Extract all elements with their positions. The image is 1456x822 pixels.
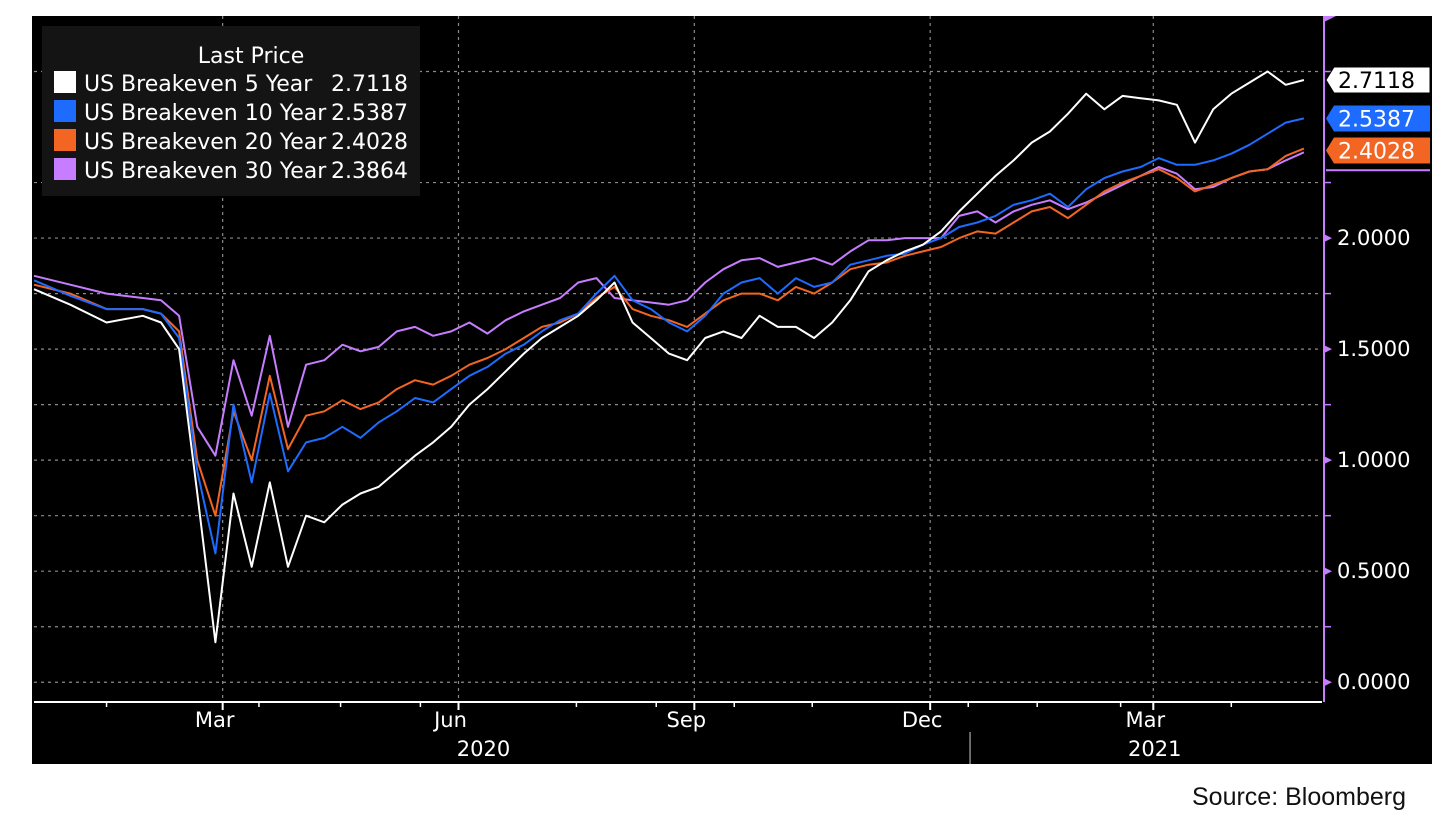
last-price-value: 2.7118 — [1338, 69, 1415, 94]
legend-series-name: US Breakeven 30 Year — [84, 159, 327, 184]
last-price-badge — [1326, 137, 1430, 164]
y-tick-major — [1324, 234, 1332, 243]
series-line-us-breakeven-5-year — [33, 70, 1305, 644]
legend-series-name: US Breakeven 5 Year — [84, 72, 313, 97]
last-price-badge — [1326, 105, 1430, 132]
legend-series-value: 2.4028 — [331, 130, 408, 155]
y-tick-major — [1324, 567, 1332, 576]
last-price-badge — [1325, 66, 1431, 94]
year-label: 2020 — [457, 737, 510, 761]
x-tick-label: Mar — [195, 708, 235, 732]
y-tick-major — [1324, 345, 1332, 354]
legend-series-value: 2.7118 — [331, 72, 408, 97]
series-line-us-breakeven-30-year — [33, 151, 1305, 457]
y-tick-major — [1324, 678, 1332, 687]
y-tick-label: 0.5000 — [1337, 559, 1410, 583]
legend-series-name: US Breakeven 10 Year — [84, 101, 327, 126]
axes: Mar Jun Sep Dec Mar 2020 2021 0.0000 0.5000 1.000… — [34, 16, 1410, 764]
y-tick-label: 1.0000 — [1337, 448, 1410, 472]
last-price-value: 2.4028 — [1338, 139, 1415, 164]
x-tick-label: Jun — [432, 708, 467, 732]
year-label: 2021 — [1128, 737, 1181, 761]
legend-swatch — [54, 71, 76, 93]
y-tick-label: 2.0000 — [1337, 226, 1410, 250]
x-tick-label: Dec — [902, 708, 943, 732]
legend-swatch — [54, 129, 76, 151]
legend-swatch — [54, 100, 76, 122]
source-note: Source: Bloomberg — [1191, 783, 1406, 811]
x-tick-label: Mar — [1125, 708, 1165, 732]
legend-swatch — [54, 158, 76, 180]
x-tick-label: Sep — [667, 708, 707, 732]
series-line-us-breakeven-10-year — [33, 117, 1305, 555]
legend-series-name: US Breakeven 20 Year — [84, 130, 327, 155]
grid — [34, 16, 1322, 700]
y-tick-major — [1324, 456, 1332, 465]
legend-series-value: 2.5387 — [331, 101, 408, 126]
y-tick-label: 0.0000 — [1337, 670, 1410, 694]
series-line-us-breakeven-20-year — [33, 147, 1305, 517]
y-tick-label: 1.5000 — [1337, 337, 1410, 361]
series-lines — [33, 70, 1305, 644]
y-axis-cap — [1324, 16, 1336, 22]
legend-box — [42, 26, 420, 196]
last-price-labels: 2.7118 2.5387 2.4028 — [1325, 66, 1431, 172]
legend-series-value: 2.3864 — [331, 159, 408, 184]
legend-title: Last Price — [198, 44, 305, 69]
last-price-value: 2.5387 — [1338, 107, 1415, 132]
